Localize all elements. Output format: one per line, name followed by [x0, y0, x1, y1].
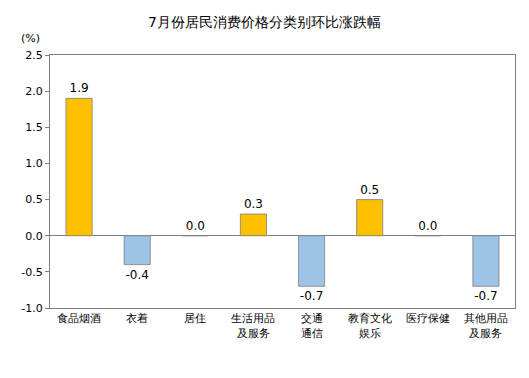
svg-text:0.3: 0.3 [244, 197, 263, 211]
svg-text:食品烟酒: 食品烟酒 [57, 312, 101, 325]
svg-text:交通通信: 交通通信 [301, 312, 323, 339]
svg-text:医疗保健: 医疗保健 [406, 312, 450, 325]
svg-text:生活用品及服务: 生活用品及服务 [231, 312, 275, 339]
svg-text:-1.0: -1.0 [21, 302, 42, 315]
svg-text:居住: 居住 [184, 312, 206, 325]
svg-text:-0.7: -0.7 [474, 289, 497, 303]
svg-text:0.0: 0.0 [25, 230, 43, 243]
svg-text:-0.5: -0.5 [21, 266, 42, 279]
svg-text:其他用品及服务: 其他用品及服务 [464, 312, 508, 339]
svg-text:-0.4: -0.4 [125, 268, 148, 282]
svg-text:0.5: 0.5 [25, 193, 43, 206]
svg-text:7月份居民消费价格分类别环比涨跌幅: 7月份居民消费价格分类别环比涨跌幅 [148, 14, 381, 30]
svg-text:衣着: 衣着 [126, 312, 148, 325]
svg-text:1.0: 1.0 [25, 157, 43, 170]
svg-text:0.0: 0.0 [186, 219, 205, 233]
svg-text:-0.7: -0.7 [300, 289, 323, 303]
svg-text:2.5: 2.5 [25, 49, 43, 62]
svg-text:1.9: 1.9 [70, 81, 89, 95]
svg-text:1.5: 1.5 [25, 121, 43, 134]
svg-text:2.0: 2.0 [25, 85, 43, 98]
svg-text:0.0: 0.0 [418, 219, 437, 233]
svg-text:(%): (%) [21, 32, 40, 45]
svg-text:0.5: 0.5 [360, 183, 379, 197]
svg-text:教育文化娱乐: 教育文化娱乐 [348, 312, 392, 339]
